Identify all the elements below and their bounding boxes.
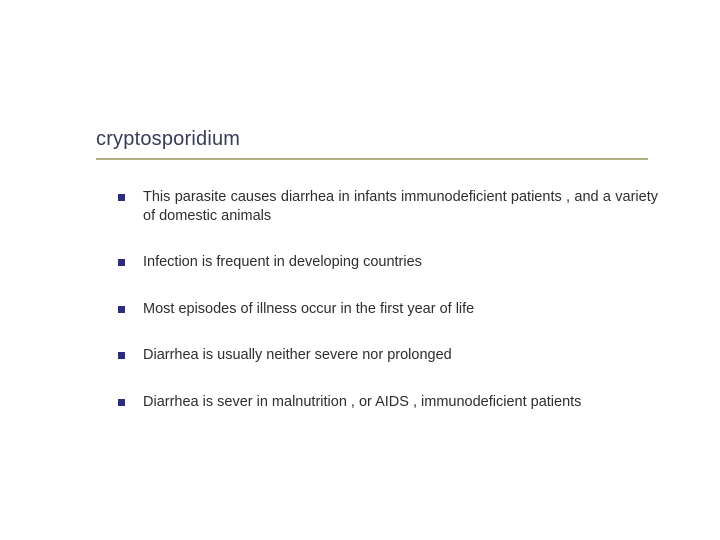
list-item: Infection is frequent in developing coun… (118, 253, 658, 272)
list-item: This parasite causes diarrhea in infants… (118, 188, 658, 225)
title-underline (96, 158, 648, 160)
list-item: Diarrhea is usually neither severe nor p… (118, 346, 658, 365)
bullet-list: This parasite causes diarrhea in infants… (118, 188, 658, 439)
list-item-text: Infection is frequent in developing coun… (143, 253, 658, 272)
list-item-text: This parasite causes diarrhea in infants… (143, 188, 658, 225)
title-container: cryptosporidium (96, 128, 240, 151)
list-item-text: Diarrhea is sever in malnutrition , or A… (143, 393, 658, 412)
list-item: Diarrhea is sever in malnutrition , or A… (118, 393, 658, 412)
square-bullet-icon (118, 259, 125, 266)
list-item-text: Most episodes of illness occur in the fi… (143, 300, 658, 319)
square-bullet-icon (118, 399, 125, 406)
list-item: Most episodes of illness occur in the fi… (118, 300, 658, 319)
square-bullet-icon (118, 352, 125, 359)
slide: cryptosporidium This parasite causes dia… (0, 0, 720, 540)
square-bullet-icon (118, 194, 125, 201)
slide-title: cryptosporidium (96, 128, 240, 151)
square-bullet-icon (118, 306, 125, 313)
list-item-text: Diarrhea is usually neither severe nor p… (143, 346, 658, 365)
